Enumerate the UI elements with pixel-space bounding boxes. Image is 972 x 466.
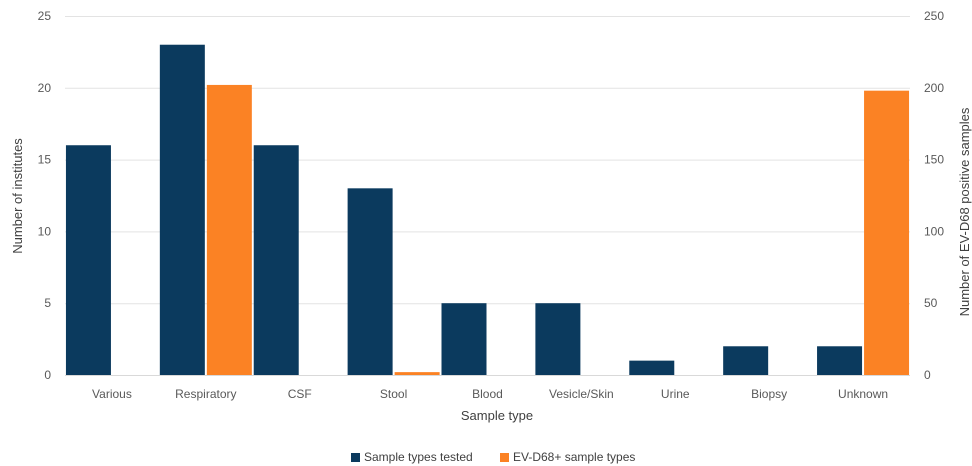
x-tick-label: Vesicle/Skin <box>549 387 614 401</box>
bar-sample-types-tested <box>629 360 675 375</box>
x-tick-label: Respiratory <box>175 387 236 401</box>
y2-tick-label: 100 <box>924 224 944 238</box>
x-tick-label: Unknown <box>838 387 888 401</box>
legend: Sample types tested EV-D68+ sample types <box>351 450 635 464</box>
x-tick-label: Blood <box>472 387 503 401</box>
y-tick-label: 20 <box>38 81 52 95</box>
y-tick-label: 10 <box>38 224 52 238</box>
y-axis-title: Number of institutes <box>10 138 25 254</box>
bar-sample-types-tested <box>65 145 111 375</box>
x-tick-label: Various <box>92 387 132 401</box>
x-tick-label: CSF <box>288 387 312 401</box>
y2-axis-title: Number of EV-D68 positive samples <box>957 107 972 316</box>
x-tick-label: Urine <box>661 387 690 401</box>
y-tick-label: 0 <box>44 368 51 382</box>
bar-sample-types-tested <box>253 145 299 375</box>
bar-sample-types-tested <box>535 303 581 375</box>
y-tick-label: 25 <box>38 9 52 23</box>
bar-sample-types-tested <box>347 188 393 375</box>
x-axis-ticks: Various Respiratory CSF Stool Blood Vesicle/S… <box>92 387 888 401</box>
y2-tick-label: 0 <box>924 368 931 382</box>
bar-sample-types-tested <box>441 303 487 375</box>
bars <box>65 44 910 375</box>
gridlines <box>65 16 910 305</box>
x-tick-label: Stool <box>380 387 407 401</box>
y2-tick-label: 250 <box>924 9 944 23</box>
right-axis-ticks: 0 50 100 150 200 250 <box>924 9 944 382</box>
bar-ev-d68-positive <box>394 372 440 375</box>
y-tick-label: 15 <box>38 153 52 167</box>
bar-sample-types-tested <box>817 346 863 375</box>
legend-swatch-series-2 <box>500 453 509 462</box>
left-axis-ticks: 0 5 10 15 20 25 <box>38 9 52 382</box>
x-axis-title: Sample type <box>461 408 533 423</box>
x-tick-label: Biopsy <box>751 387 787 401</box>
y2-tick-label: 200 <box>924 81 944 95</box>
legend-swatch-series-1 <box>351 453 360 462</box>
legend-label-series-2: EV-D68+ sample types <box>513 450 635 464</box>
y2-tick-label: 50 <box>924 296 938 310</box>
y-tick-label: 5 <box>44 296 51 310</box>
y2-tick-label: 150 <box>924 153 944 167</box>
legend-label-series-1: Sample types tested <box>364 450 473 464</box>
bar-ev-d68-positive <box>206 84 252 375</box>
bar-sample-types-tested <box>723 346 769 375</box>
bar-ev-d68-positive <box>864 90 910 375</box>
bar-sample-types-tested <box>159 44 205 375</box>
